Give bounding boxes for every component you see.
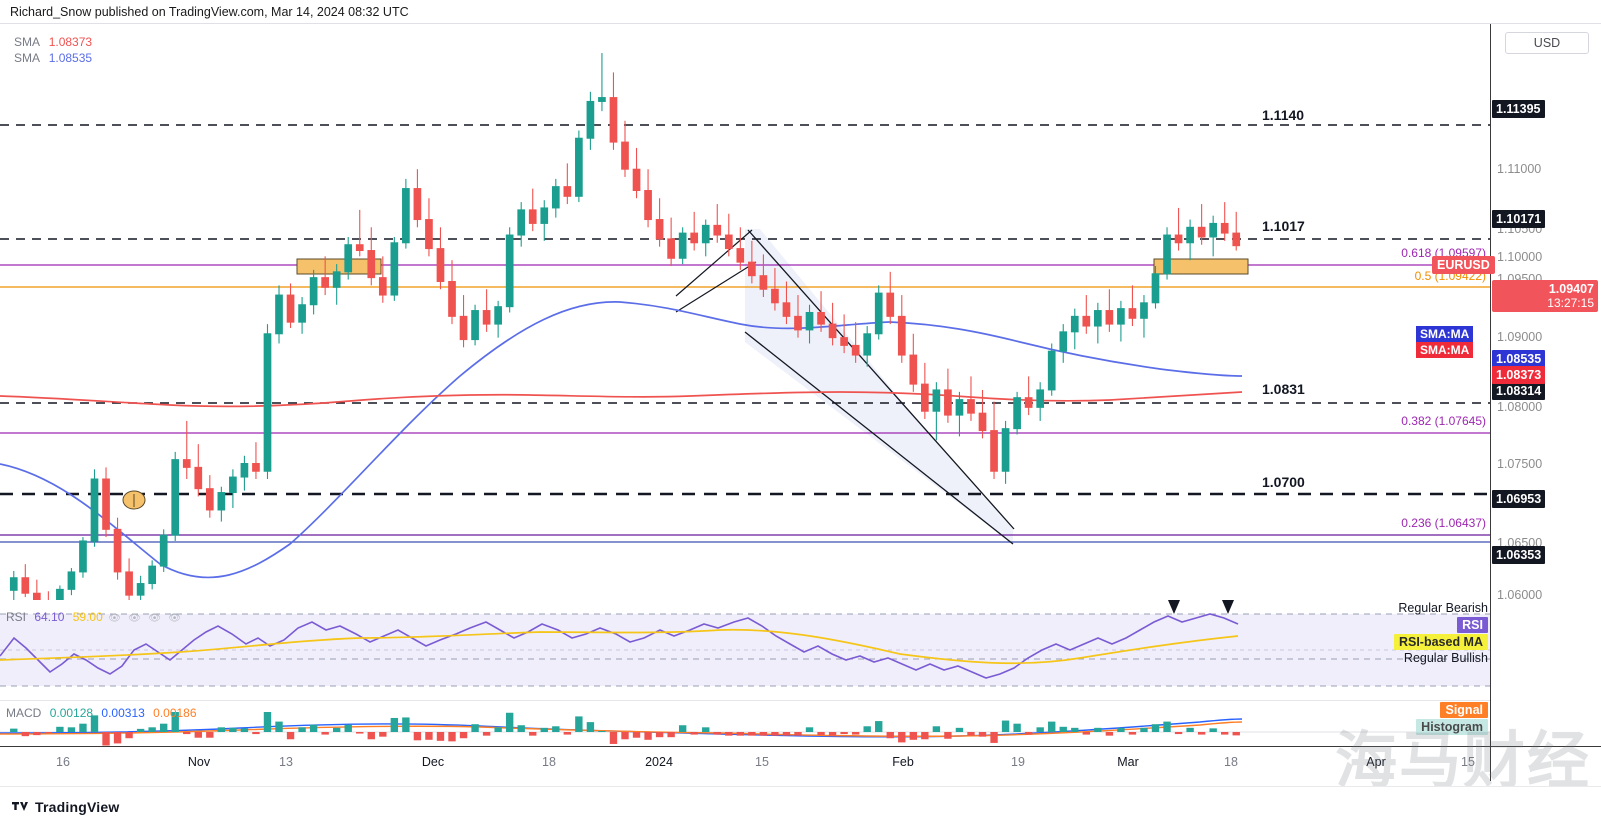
candlestick-series [9,53,1241,600]
time-axis[interactable]: 16 Nov 13 Dec 18 2024 15 Feb 19 Mar 18 Apr 15 [0,746,1601,781]
eye-icon-4[interactable]: 👁 [168,613,181,624]
fib-label-236: 0.236 (1.06437) [1401,516,1486,530]
rsi-divergence-bearish-label: Regular Bearish [1398,601,1488,615]
time-tick-0: 16 [56,755,70,769]
rsi-divergence-bullish-label: Regular Bullish [1404,651,1488,665]
current-price-value: 1.09407 [1548,282,1594,296]
axis-badge-06953: 1.06953 [1492,490,1546,508]
time-tick-4: 18 [542,755,556,769]
macd-pane[interactable] [0,702,1490,746]
rsi-chip-wrap: RSI [1457,617,1488,633]
regular-bullish-label: Regular Bullish [1403,651,1488,665]
rsi-chip-label: RSI [1457,617,1488,633]
footer-bar: TradingView [0,786,1601,827]
rsi-legend-value: 64.10 [34,610,65,624]
price-level-label-2: 1.1017 [1262,218,1305,234]
attribution-text: Richard_Snow published on TradingView.co… [10,4,409,19]
fib-label-382: 0.382 (1.07645) [1401,414,1486,428]
axis-badge-06353: 1.06353 [1492,546,1546,564]
axis-tick-12: 1.06000 [1497,588,1543,602]
macd-histogram-chip-wrap: Histogram [1416,719,1488,735]
rsi-ma-chip-label: RSI-based MA [1393,634,1488,650]
axis-tick-6: 1.09000 [1497,330,1543,344]
macd-signal-chip-label: Signal [1440,702,1488,718]
regular-bearish-label: Regular Bearish [1398,601,1488,615]
time-tick-9: Mar [1117,755,1139,769]
sma-legend-row-2: SMA 1.08535 [14,50,92,66]
rsi-legend: RSI 64.10 59.00 👁 👁 👁 👁 [6,610,183,624]
axis-tick-4: 1.10000 [1497,250,1543,264]
eye-icon[interactable]: 👁 [108,613,121,624]
macd-signal-value: 0.00186 [153,706,197,720]
current-price-time: 13:27:15 [1547,296,1594,310]
sma-value-2: 1.08535 [48,51,93,65]
macd-signal-chip-wrap: Signal [1440,702,1488,718]
macd-legend-label: MACD [6,706,42,720]
attribution-bar: Richard_Snow published on TradingView.co… [0,0,1601,24]
macd-line-value: 0.00313 [101,706,145,720]
sma-ma-tag-red: SMA:MA [1416,342,1474,358]
rsi-legend-label: RSI [6,610,27,624]
price-level-label-1: 1.1140 [1262,107,1305,123]
sma-legend-row-1: SMA 1.08373 [14,34,92,50]
sma-label-2: SMA [14,51,40,65]
price-pane[interactable]: 1.1140 1.1017 1.0831 1.0700 0.618 (1.095… [0,24,1490,600]
sma-ma-badge-blue: 1.08535 [1492,350,1546,368]
sma-value-1: 1.08373 [48,35,93,49]
time-tick-2: 13 [279,755,293,769]
axis-tick-9: 1.07500 [1497,457,1543,471]
price-chart-svg [0,124,1490,579]
rsi-ma-chip-wrap: RSI-based MA [1393,634,1488,650]
eye-icon-3[interactable]: 👁 [148,613,161,624]
current-price-badge: 1.09407 13:27:15 [1492,280,1598,312]
sma-ma-badge-red: 1.08373 [1492,366,1546,384]
time-tick-6: 15 [755,755,769,769]
rsi-chart-svg [0,600,1490,687]
eye-icon-2[interactable]: 👁 [128,613,141,624]
footer-brand: TradingView [35,799,120,815]
tradingview-logo-icon [12,802,28,811]
time-tick-5: 2024 [645,755,673,769]
symbol-tag: EURUSD [1432,256,1495,274]
price-level-label-3: 1.0831 [1262,381,1305,397]
macd-hist-value: 0.00128 [49,706,94,720]
axis-tick-2: 1.11000 [1497,162,1542,176]
time-tick-8: 19 [1011,755,1025,769]
macd-legend: MACD 0.00128 0.00313 0.00186 [6,706,197,720]
sma-ma-tag-blue: SMA:MA [1416,326,1474,342]
currency-selector[interactable]: USD [1505,32,1589,54]
time-tick-10: 18 [1224,755,1238,769]
rsi-pane[interactable] [0,600,1490,700]
time-tick-12: 15 [1461,755,1475,769]
macd-histogram-chip-label: Histogram [1416,719,1488,735]
macd-chart-svg [0,712,1490,746]
rsi-ma-legend-value: 59.00 [72,610,103,624]
axis-badge-10171: 1.10171 [1492,210,1546,228]
time-tick-11: Apr [1366,755,1386,769]
time-tick-1: Nov [187,755,211,769]
axis-badge-08314: 1.08314 [1492,382,1546,400]
sma-label-1: SMA [14,35,40,49]
price-level-label-4: 1.0700 [1262,474,1305,490]
time-tick-3: Dec [421,755,445,769]
time-tick-7: Feb [892,755,914,769]
price-axis[interactable]: USD 1.11500 1.11000 1.10500 1.10000 1.09… [1490,24,1601,746]
axis-badge-11395: 1.11395 [1492,100,1545,118]
moving-average-legend: SMA 1.08373 SMA 1.08535 [14,34,92,66]
time-axis-cursor [1490,747,1491,781]
pane-separator-macd [0,700,1490,701]
axis-tick-8: 1.08000 [1497,400,1543,414]
